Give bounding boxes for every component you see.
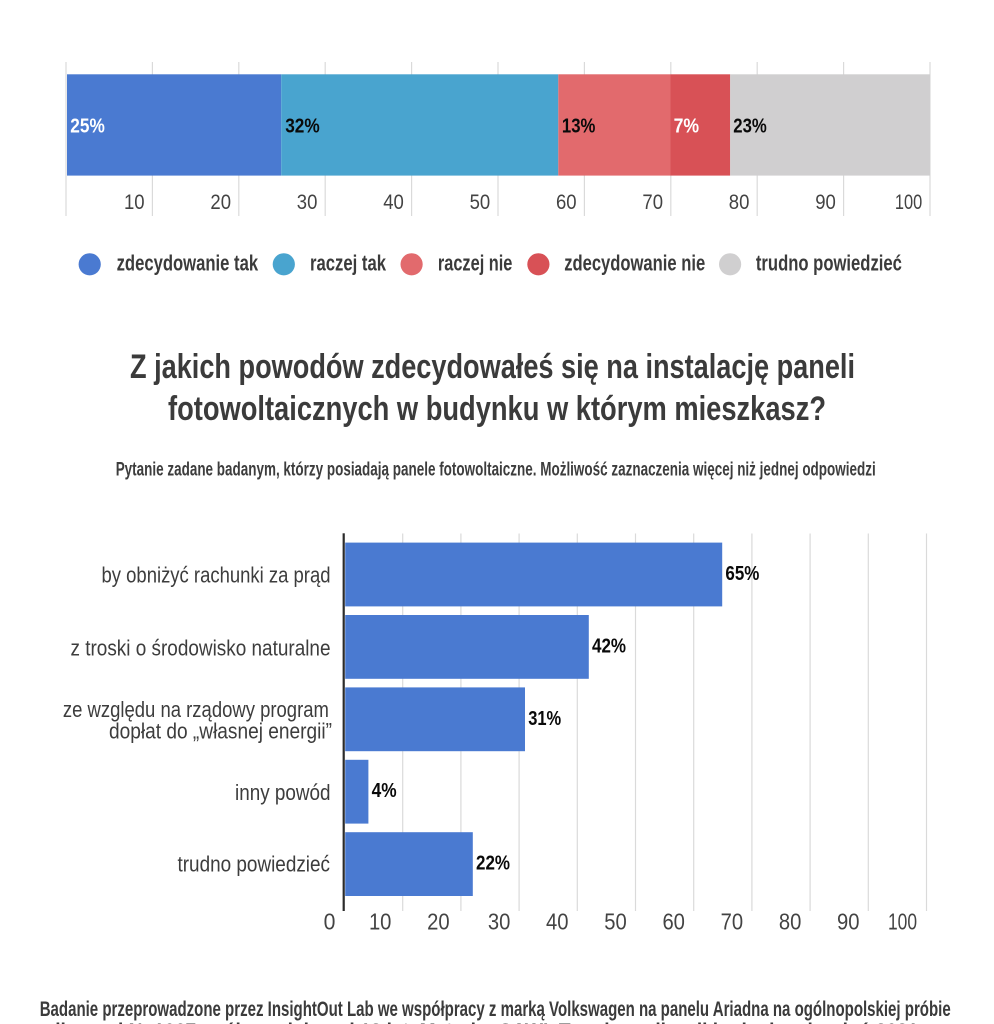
svg-text:10: 10: [369, 908, 392, 934]
svg-text:4%: 4%: [372, 780, 397, 802]
svg-text:Z jakich powodów zdecydowałeś: Z jakich powodów zdecydowałeś się na ins…: [130, 348, 855, 386]
svg-text:10: 10: [124, 191, 145, 214]
svg-text:trudno powiedzieć: trudno powiedzieć: [178, 851, 331, 876]
svg-text:30: 30: [297, 191, 318, 214]
svg-text:22%: 22%: [476, 853, 510, 875]
svg-text:Badanie przeprowadzone przez I: Badanie przeprowadzone przez InsightOut …: [40, 998, 951, 1021]
svg-text:ze względu na rządowy program: ze względu na rządowy program: [63, 697, 329, 722]
svg-text:0: 0: [324, 908, 336, 934]
svg-text:60: 60: [662, 908, 685, 934]
svg-text:raczej tak: raczej tak: [310, 250, 387, 275]
svg-text:z troski o środowisko naturaln: z troski o środowisko naturalne: [71, 635, 331, 660]
svg-text:fotowoltaicznych w budynku w k: fotowoltaicznych w budynku w którym mies…: [168, 390, 826, 428]
svg-text:50: 50: [604, 908, 627, 934]
svg-text:42%: 42%: [592, 635, 626, 657]
svg-text:70: 70: [721, 908, 744, 934]
svg-text:13%: 13%: [562, 116, 596, 138]
svg-text:70: 70: [642, 191, 663, 214]
svg-text:zdecydowanie tak: zdecydowanie tak: [117, 250, 259, 275]
svg-text:20: 20: [427, 908, 450, 934]
svg-text:7%: 7%: [674, 116, 700, 138]
svg-text:trudno powiedzieć: trudno powiedzieć: [756, 250, 902, 275]
svg-text:31%: 31%: [528, 708, 561, 730]
svg-text:23%: 23%: [733, 116, 767, 138]
svg-text:liczącej N=1067 osób w wieku o: liczącej N=1067 osób w wieku od 18 lat. …: [55, 1020, 935, 1024]
svg-text:100: 100: [895, 191, 922, 214]
svg-text:90: 90: [815, 191, 836, 214]
svg-text:40: 40: [546, 908, 569, 934]
svg-text:60: 60: [556, 191, 577, 214]
svg-text:20: 20: [210, 191, 231, 214]
svg-text:80: 80: [779, 908, 802, 934]
svg-text:90: 90: [837, 908, 860, 934]
svg-text:65%: 65%: [725, 563, 759, 585]
svg-text:32%: 32%: [285, 116, 320, 138]
svg-text:50: 50: [470, 191, 491, 214]
svg-text:25%: 25%: [70, 116, 105, 138]
svg-text:80: 80: [729, 191, 750, 214]
svg-text:inny powód: inny powód: [235, 780, 331, 805]
svg-text:by obniżyć rachunki za prąd: by obniżyć rachunki za prąd: [102, 563, 331, 588]
svg-text:40: 40: [383, 191, 404, 214]
svg-text:dopłat do „własnej energii”: dopłat do „własnej energii”: [109, 718, 332, 743]
svg-text:30: 30: [488, 908, 511, 934]
svg-text:zdecydowanie nie: zdecydowanie nie: [564, 250, 705, 275]
svg-text:raczej nie: raczej nie: [438, 250, 513, 275]
svg-text:100: 100: [888, 908, 917, 934]
svg-text:Pytanie zadane badanym, którzy: Pytanie zadane badanym, którzy posiadają…: [116, 460, 876, 481]
